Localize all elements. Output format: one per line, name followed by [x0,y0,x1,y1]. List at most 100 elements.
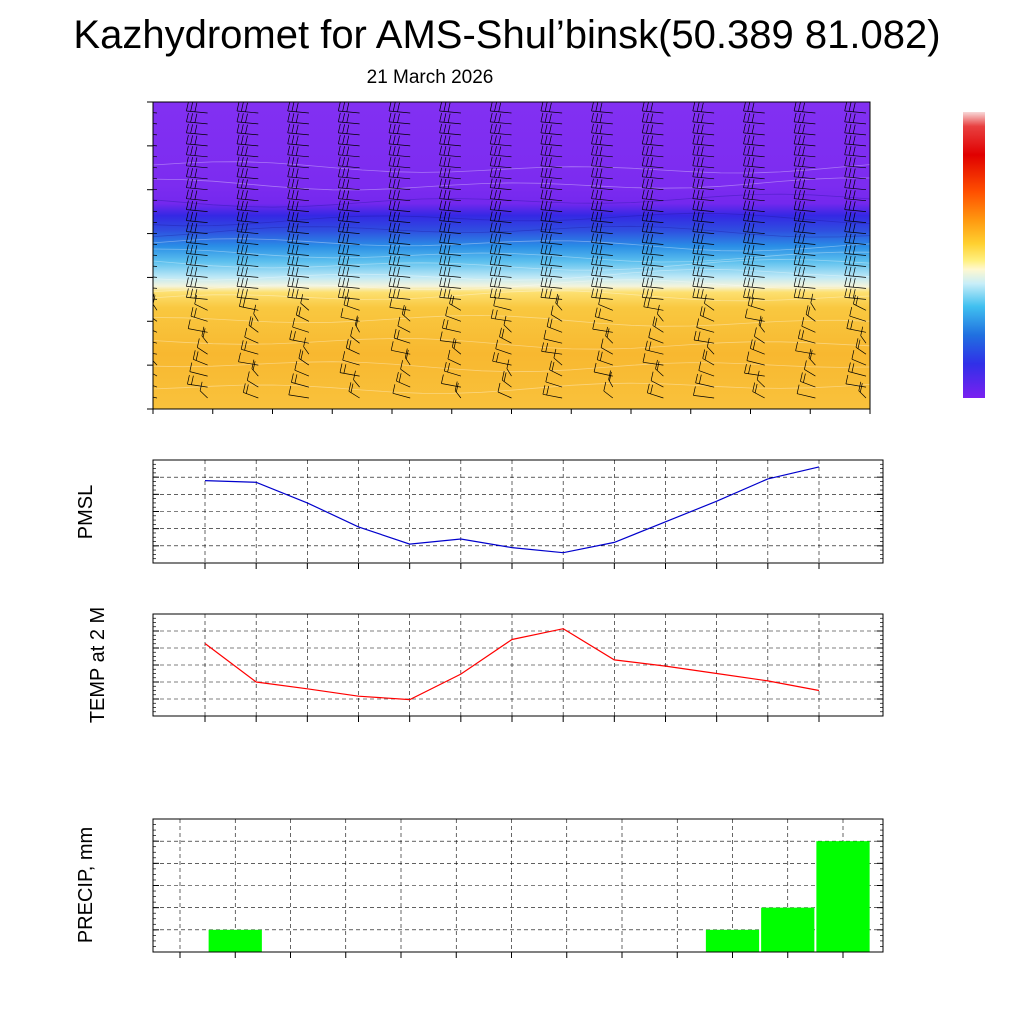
wind-barb [445,306,462,322]
cross-section-y-axis [147,101,153,410]
wind-barb [848,362,867,377]
wind-barb [289,330,309,344]
wind-barb [641,112,664,125]
wind-barb [648,328,664,344]
wind-barb [337,112,360,125]
wind-barb [493,296,512,311]
wind-barb [287,288,309,300]
wind-barb [743,288,765,300]
wind-barb [540,167,563,180]
isotherm-line [153,338,870,350]
wind-barb [439,244,461,256]
wind-barb [793,189,816,202]
precip-bar [816,841,870,952]
wind-barb [801,317,816,333]
wind-barb [489,277,512,289]
wind-barb [443,362,462,377]
wind-barb [743,244,765,256]
wind-barb [650,371,664,388]
temp-series-line [204,628,820,701]
wind-barb [692,200,715,212]
wind-barb [439,255,461,267]
wind-barb [287,266,309,278]
wind-barb [743,178,765,191]
wind-barb [844,244,867,256]
wind-barb [692,244,715,256]
wind-barb [695,373,715,388]
wind-barb [388,211,411,223]
wind-barb [591,145,613,158]
wind-barb [337,167,360,180]
isotherm-line [153,290,870,302]
wind-barb [489,233,512,245]
isotherm-line [153,258,870,271]
wind-barb [489,200,512,212]
wind-barb [439,277,461,289]
wind-barb [388,222,411,234]
wind-barb [793,211,816,223]
pmsl-grid [153,460,883,563]
wind-barb [187,375,208,388]
wind-barb [844,156,867,169]
wind-barb [186,255,208,267]
wind-barb [641,233,664,245]
wind-barb [591,288,613,300]
precip-panel: PRECIP, mm [75,818,884,958]
wind-barb [793,266,816,278]
wind-barb [844,167,867,180]
wind-barb [439,222,461,234]
wind-barb [540,244,563,256]
wind-barb [189,362,208,377]
wind-barb [339,363,360,377]
wind-barb [153,360,158,366]
wind-barb [540,211,563,223]
wind-barb [442,319,461,333]
precip-x-axis [179,952,844,958]
wind-barb [540,255,563,267]
wind-barb [489,102,512,114]
wind-barb [246,371,259,388]
wind-barb [641,156,664,169]
wind-barb [698,361,715,377]
wind-barb [692,189,715,202]
wind-barb [388,244,411,256]
wind-barb [194,295,208,311]
temp-grid [153,614,883,716]
wind-barb [345,338,360,355]
wind-barb [489,112,512,125]
wind-barb [489,178,512,191]
wind-barb [744,364,765,377]
wind-barb [591,134,613,147]
wind-barb [292,318,310,333]
wind-barb [337,189,360,202]
wind-barb [355,315,360,333]
wind-barb [641,200,664,212]
wind-barb [388,200,411,212]
wind-barb [186,211,208,223]
wind-barb [287,211,309,223]
wind-barb [388,134,411,147]
wind-barb [844,277,867,289]
isotherm-line [153,161,870,174]
wind-barb [591,200,613,212]
wind-barb [288,385,309,399]
wind-barb [540,156,563,169]
wind-barb [752,382,765,399]
wind-barb [692,277,715,289]
wind-barb [186,134,208,147]
wind-barb [388,189,411,202]
wind-barb [844,178,867,191]
precip-y-axis [153,818,883,953]
wind-barb [236,288,259,300]
wind-barb [287,156,309,169]
wind-barb [236,134,259,147]
wind-barb [641,189,664,202]
wind-barb [388,288,411,300]
cross-section-x-axis [152,409,871,414]
wind-barb [641,178,664,191]
isotherm-line [153,314,870,327]
wind-barb [600,338,613,355]
wind-barb [186,266,208,278]
wind-barb [593,362,613,377]
wind-barb [692,255,715,267]
